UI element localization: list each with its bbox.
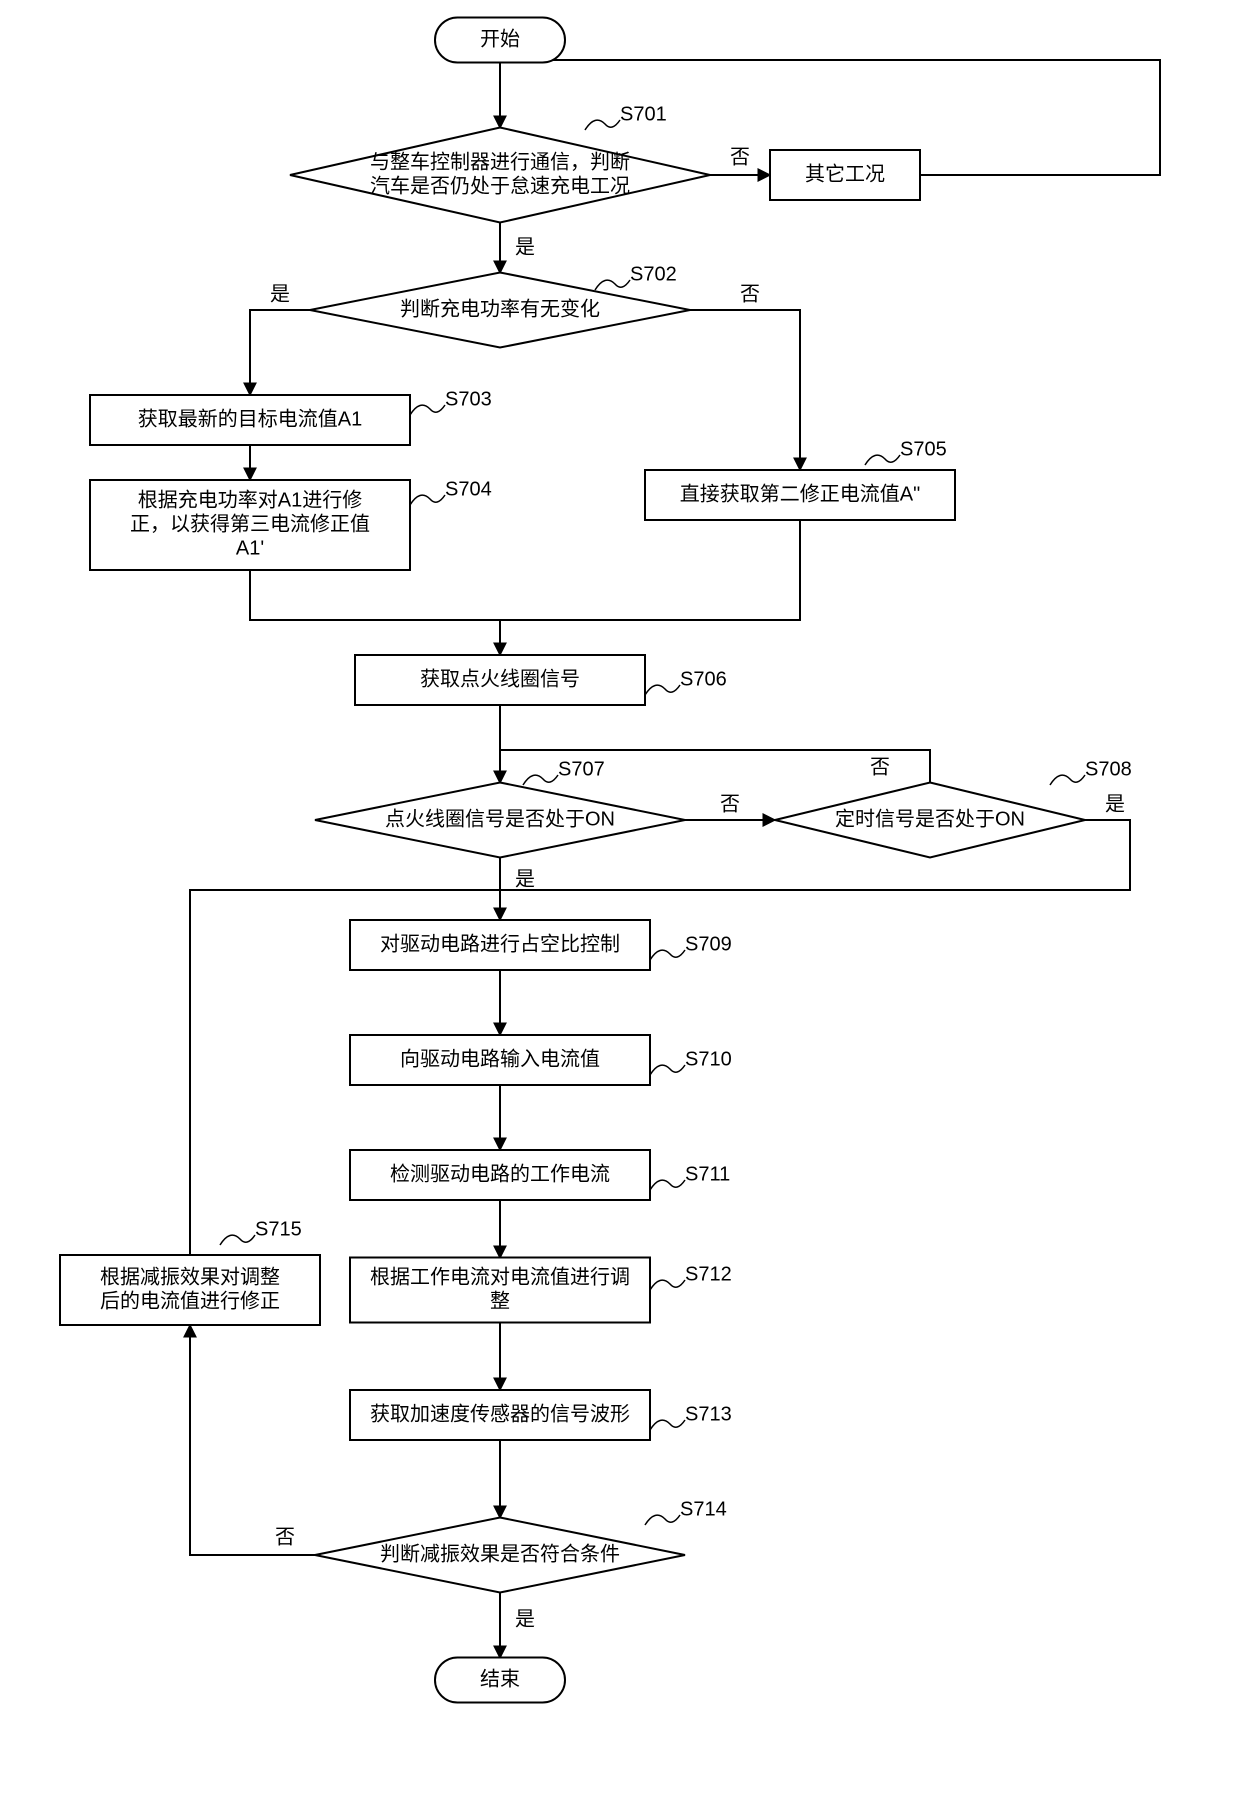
tag-s706: S706: [680, 668, 727, 690]
node-text-s712-1: 整: [490, 1289, 510, 1312]
node-text-s714-0: 判断减振效果是否符合条件: [380, 1542, 620, 1565]
edge-label-15: 是: [1105, 793, 1125, 815]
tag-curve-13: [645, 1515, 680, 1525]
tag-curve-3: [410, 495, 445, 505]
tag-curve-8: [650, 950, 685, 960]
tag-curve-6: [523, 775, 558, 785]
edge-label-22: 否: [275, 1526, 295, 1548]
tag-s713: S713: [685, 1403, 732, 1425]
edge-label-4: 是: [270, 283, 290, 305]
tag-s704: S704: [445, 478, 492, 500]
node-text-s704-1: 正，以获得第三电流修正值: [130, 512, 370, 535]
edge-label-21: 是: [515, 1608, 535, 1630]
edge-label-1: 是: [515, 236, 535, 258]
node-text-s703-0: 获取最新的目标电流值A1: [138, 407, 362, 430]
tag-s714: S714: [680, 1498, 727, 1520]
node-text-s707-0: 点火线圈信号是否处于ON: [385, 807, 615, 830]
tag-curve-4: [865, 455, 900, 465]
edge-label-11: 是: [515, 868, 535, 890]
node-text-start-0: 开始: [480, 27, 520, 50]
node-text-s701-0: 与整车控制器进行通信，判断: [370, 150, 630, 173]
node-text-s704-2: A1': [236, 537, 264, 559]
tag-curve-10: [650, 1180, 685, 1190]
node-text-s706-0: 获取点火线圈信号: [420, 667, 580, 690]
edge-22: [190, 1325, 315, 1555]
tag-curve-11: [650, 1280, 685, 1290]
tag-s715: S715: [255, 1218, 302, 1240]
tag-s712: S712: [685, 1263, 732, 1285]
edge-8: [500, 520, 800, 620]
tag-s702: S702: [630, 263, 677, 285]
node-text-s702-0: 判断充电功率有无变化: [400, 297, 600, 320]
tag-curve-5: [645, 685, 680, 695]
tag-s711: S711: [685, 1163, 730, 1185]
node-text-s708-0: 定时信号是否处于ON: [835, 807, 1025, 830]
node-text-s701-1: 汽车是否仍处于怠速充电工况: [370, 174, 630, 197]
node-text-s715-0: 根据减振效果对调整: [100, 1265, 280, 1288]
tag-s710: S710: [685, 1048, 732, 1070]
tag-curve-1: [595, 280, 630, 290]
tag-curve-2: [410, 405, 445, 415]
tag-s703: S703: [445, 388, 492, 410]
edge-4: [250, 310, 310, 395]
tag-s701: S701: [620, 103, 667, 125]
edge-7: [250, 570, 500, 655]
node-text-s712-0: 根据工作电流对电流值进行调: [370, 1265, 630, 1288]
tag-curve-14: [220, 1235, 255, 1245]
tag-s708: S708: [1085, 758, 1132, 780]
node-text-s711-0: 检测驱动电路的工作电流: [390, 1162, 610, 1185]
edge-5: [690, 310, 800, 470]
tag-curve-0: [585, 120, 620, 130]
edge-label-2: 否: [730, 146, 750, 168]
edge-label-13: 否: [720, 793, 740, 815]
node-text-s715-1: 后的电流值进行修正: [100, 1289, 280, 1312]
node-text-end-0: 结束: [480, 1667, 520, 1690]
tag-curve-12: [650, 1420, 685, 1430]
node-text-other-0: 其它工况: [805, 162, 885, 185]
node-text-s713-0: 获取加速度传感器的信号波形: [370, 1402, 630, 1425]
node-text-s704-0: 根据充电功率对A1进行修: [138, 488, 362, 511]
tag-s705: S705: [900, 438, 947, 460]
node-text-s705-0: 直接获取第二修正电流值A": [680, 482, 920, 505]
tag-curve-9: [650, 1065, 685, 1075]
edge-label-14: 否: [870, 756, 890, 778]
edge-label-5: 否: [740, 283, 760, 305]
tag-s709: S709: [685, 933, 732, 955]
tag-s707: S707: [558, 758, 605, 780]
tag-curve-7: [1050, 775, 1085, 785]
node-text-s710-0: 向驱动电路输入电流值: [400, 1047, 600, 1070]
node-text-s709-0: 对驱动电路进行占空比控制: [380, 932, 620, 955]
